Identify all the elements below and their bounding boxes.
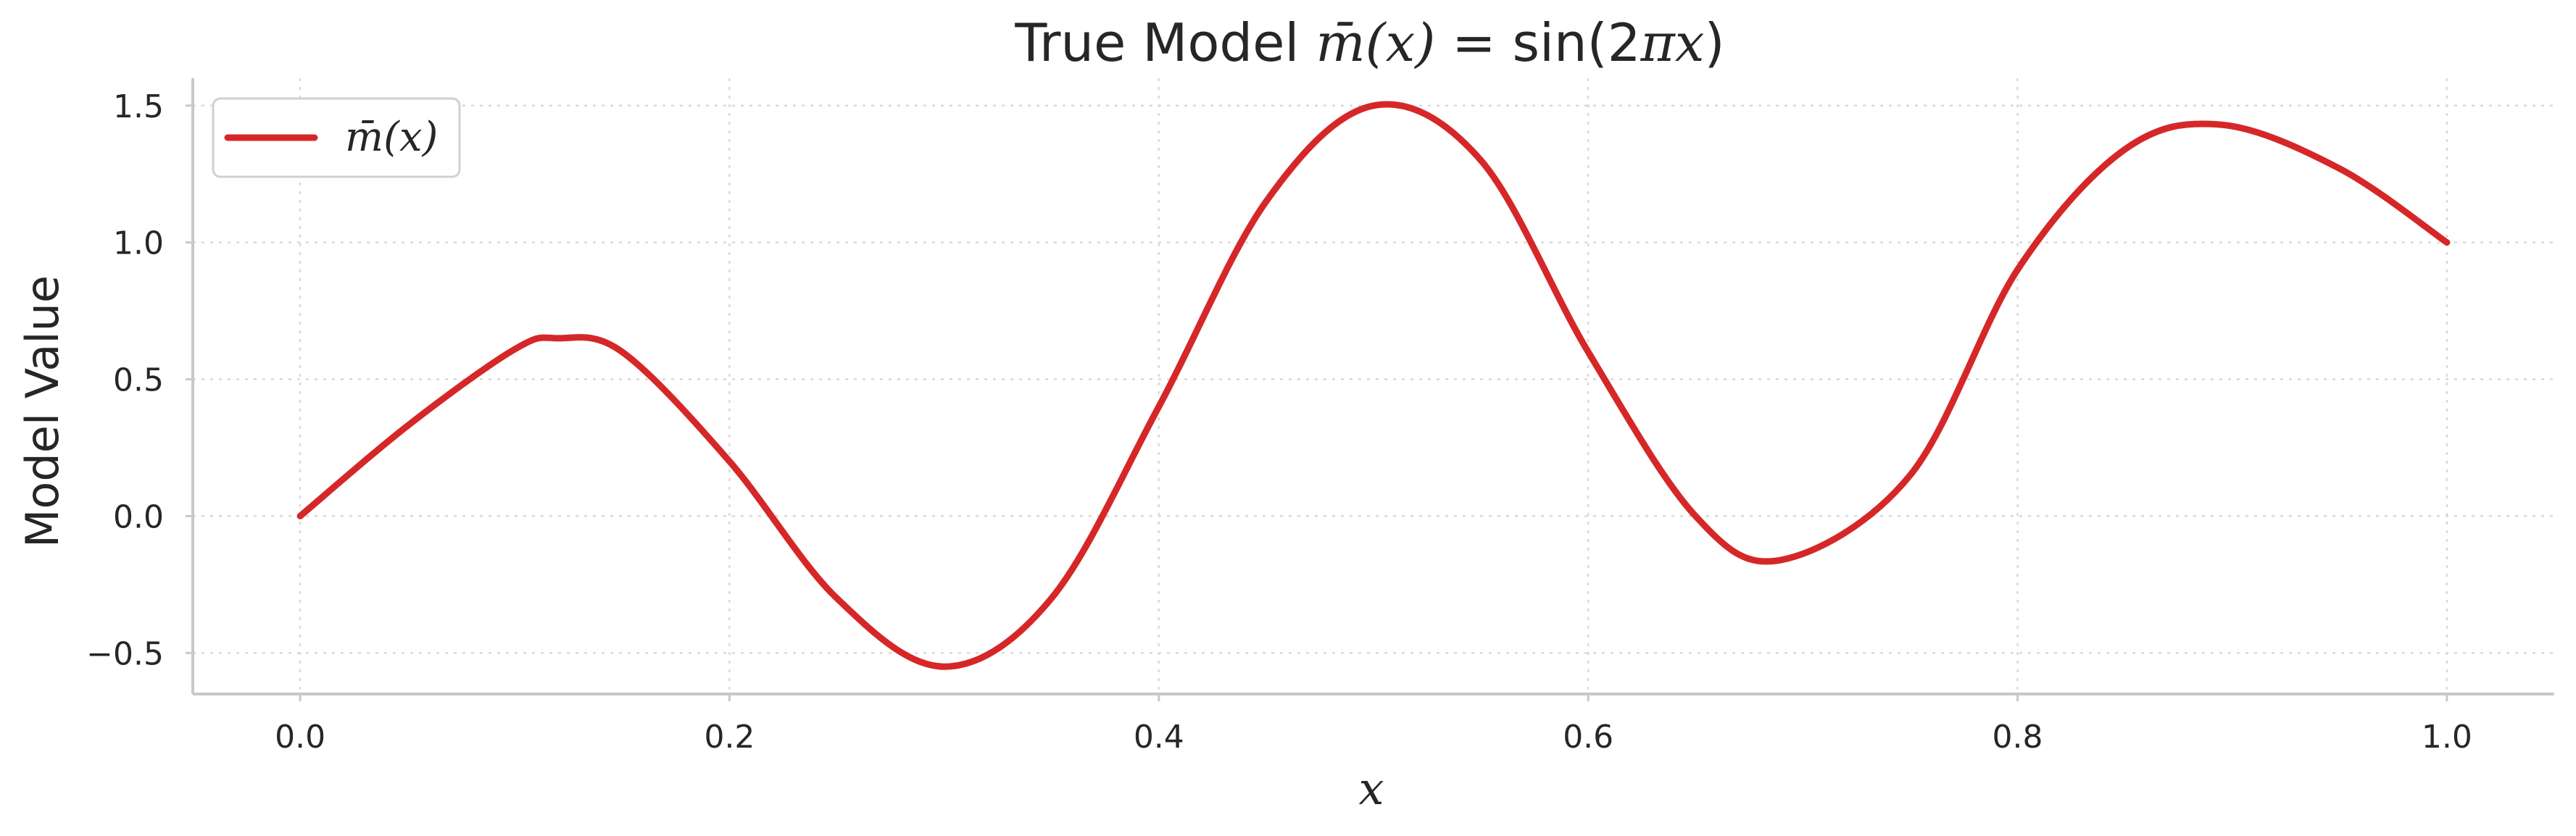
x-axis-label: x	[1359, 762, 1384, 815]
legend-box	[212, 97, 461, 178]
series-line	[296, 101, 2451, 670]
y-tick-label: 0.5	[113, 362, 164, 399]
x-tick-label: 0.0	[275, 719, 325, 756]
legend: m̄(x)	[212, 97, 461, 178]
chart-title-rhs-post: )	[1704, 12, 1724, 73]
x-tick-label: 0.8	[1993, 719, 2043, 756]
grid	[193, 78, 2554, 694]
chart-title-lhs: m̄(x)	[1316, 12, 1435, 73]
y-tick-label: 1.5	[113, 88, 164, 125]
x-tick-label: 0.6	[1563, 719, 1613, 756]
x-tick-label: 0.2	[704, 719, 755, 756]
legend-entry-label: m̄(x)	[345, 114, 438, 161]
y-tick-label: −0.5	[86, 635, 164, 672]
chart-title-prefix: True Model	[1014, 12, 1316, 73]
x-tick-label: 1.0	[2422, 719, 2472, 756]
chart-title: True Model m̄(x) = sin(2πx)	[1014, 12, 1724, 73]
y-tick-label: 0.0	[113, 498, 164, 535]
axes-spines	[191, 78, 2554, 695]
chart-title-rhs-pi: πx	[1640, 12, 1705, 73]
y-axis-label: Model Value	[16, 275, 69, 548]
series-layer	[296, 101, 2451, 670]
y-tick-label: 1.0	[113, 225, 164, 262]
axis-ticks: 0.0 0.2 0.4 0.6 0.8 1.0 −0.5 0.0 0.5 1.0 1.5	[86, 88, 2472, 756]
chart-title-equals: =	[1435, 12, 1512, 73]
x-tick-label: 0.4	[1134, 719, 1184, 756]
chart-title-rhs-pre: sin(2	[1512, 12, 1640, 73]
